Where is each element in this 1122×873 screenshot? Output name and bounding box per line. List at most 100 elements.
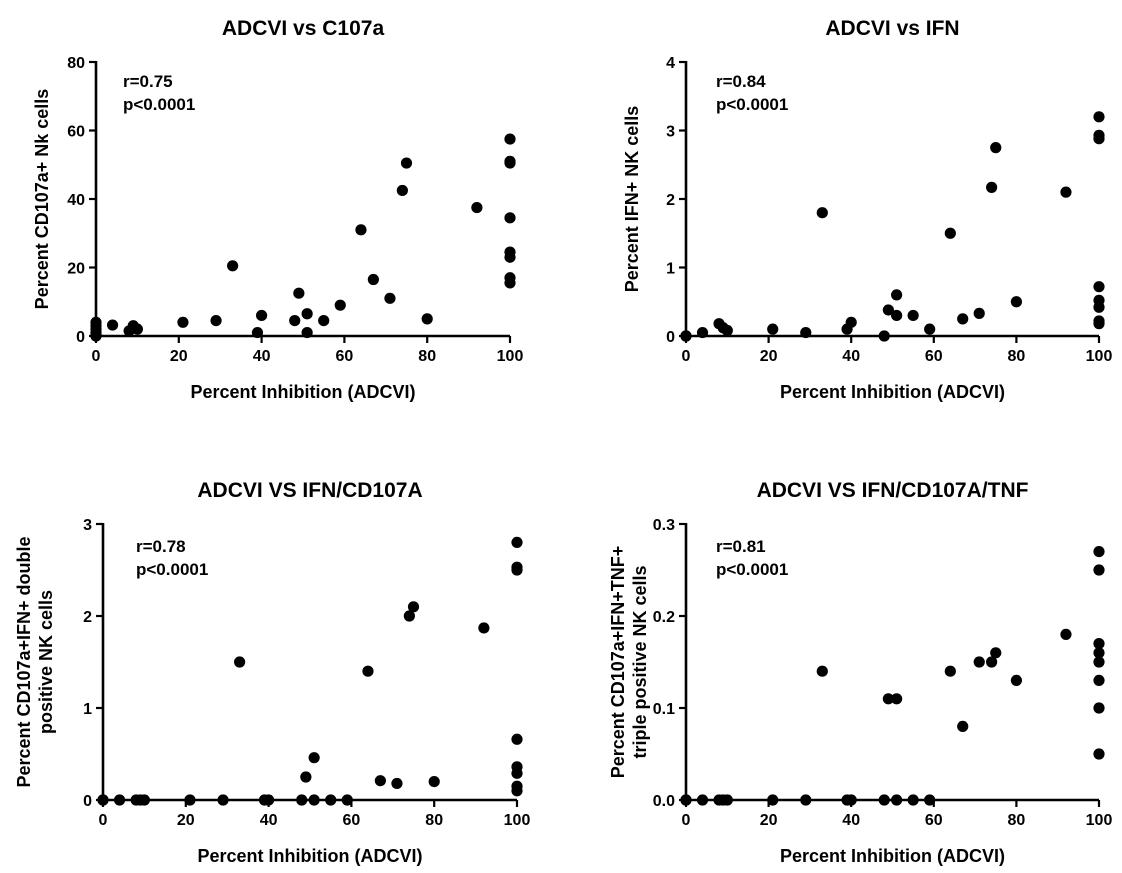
data-point xyxy=(878,330,890,342)
x-tick-label: 40 xyxy=(260,812,278,829)
data-point xyxy=(384,292,396,304)
data-point xyxy=(421,313,433,325)
x-tick-label: 100 xyxy=(497,348,524,365)
data-point xyxy=(511,564,523,576)
data-point xyxy=(924,794,936,806)
data-point xyxy=(1093,638,1105,650)
data-point xyxy=(944,665,956,677)
data-point xyxy=(113,794,126,806)
data-point xyxy=(1060,186,1072,198)
data-point xyxy=(504,251,516,263)
data-point xyxy=(504,212,516,224)
data-point xyxy=(374,775,386,787)
y-tick-label: 2 xyxy=(666,192,675,209)
data-point xyxy=(407,601,420,613)
data-point xyxy=(504,277,516,289)
correlation-r-label: r=0.78 xyxy=(136,537,186,556)
x-tick-label: 20 xyxy=(760,812,778,829)
x-axis-label: Percent Inhibition (ADCVI) xyxy=(198,846,423,866)
x-tick-label: 100 xyxy=(504,812,531,829)
data-point xyxy=(428,776,440,788)
y-tick-label: 1 xyxy=(666,261,675,278)
data-point xyxy=(217,794,229,806)
p-value-label: p<0.0001 xyxy=(123,95,195,114)
data-point xyxy=(891,693,903,705)
data-point xyxy=(767,323,779,335)
x-tick-label: 60 xyxy=(343,812,361,829)
data-point xyxy=(816,207,828,219)
chart-panel-ifn: ADCVI vs IFN 0 20 40 60 80 100 0 1 2 3 4 Percent Inh… xyxy=(622,17,1112,402)
data-point xyxy=(800,326,812,339)
data-point xyxy=(511,733,523,745)
y-tick-label: 3 xyxy=(83,517,92,534)
data-point xyxy=(234,656,246,668)
x-tick-label: 60 xyxy=(925,812,943,829)
data-point xyxy=(504,133,516,145)
data-point xyxy=(308,794,320,806)
data-point xyxy=(1093,546,1105,558)
data-point xyxy=(986,656,998,668)
data-point xyxy=(800,794,812,806)
chart-title: ADCVI VS IFN/CD107A/TNF xyxy=(757,479,1029,502)
data-point xyxy=(1093,564,1105,576)
x-tick-label: 100 xyxy=(1086,812,1113,829)
data-point xyxy=(1060,628,1072,641)
data-point xyxy=(845,316,857,328)
chart-panel-ifn-cd107a-tnf: ADCVI VS IFN/CD107A/TNF 0 20 40 60 80 100 0.0 0.… xyxy=(608,479,1112,866)
data-point xyxy=(97,794,109,806)
data-point xyxy=(816,665,828,677)
x-tick-label: 0 xyxy=(92,348,101,365)
data-point xyxy=(177,316,189,328)
data-point xyxy=(1093,647,1105,659)
data-point xyxy=(301,326,313,339)
data-point xyxy=(882,304,894,316)
data-point xyxy=(924,323,936,335)
y-tick-label: 60 xyxy=(67,124,85,141)
data-point xyxy=(1093,281,1105,293)
data-point xyxy=(957,313,969,325)
data-point xyxy=(680,330,692,342)
y-axis-label-line: Percent CD107a+IFN+ double xyxy=(14,536,34,787)
correlation-r-label: r=0.84 xyxy=(716,72,766,91)
data-point xyxy=(891,309,903,322)
x-tick-label: 60 xyxy=(925,348,943,365)
chart-title: ADCVI VS IFN/CD107A xyxy=(197,479,422,502)
chart-panel-ifn-cd107a: ADCVI VS IFN/CD107A 0 20 40 60 80 100 0 1 2 3 Perce… xyxy=(14,479,530,866)
data-point xyxy=(511,785,523,797)
data-point xyxy=(256,309,268,322)
y-axis-label-line: Percent IFN+ NK cells xyxy=(622,106,642,293)
p-value-label: p<0.0001 xyxy=(716,95,788,114)
data-point xyxy=(400,157,413,169)
data-point xyxy=(367,273,379,286)
data-point xyxy=(680,794,692,806)
correlation-r-label: r=0.75 xyxy=(123,72,173,91)
data-point xyxy=(973,307,985,319)
y-tick-label: 0 xyxy=(666,329,675,346)
y-tick-label: 3 xyxy=(666,124,675,141)
data-point xyxy=(1093,301,1105,313)
data-point xyxy=(891,289,903,301)
data-point xyxy=(293,287,305,299)
data-point xyxy=(334,299,346,311)
data-point xyxy=(391,777,403,790)
data-point xyxy=(263,794,275,806)
data-point xyxy=(318,314,330,327)
x-tick-label: 100 xyxy=(1086,348,1113,365)
data-point xyxy=(131,323,143,335)
data-point xyxy=(845,794,857,806)
data-point xyxy=(403,610,415,622)
data-point xyxy=(362,665,374,677)
data-point xyxy=(878,794,890,806)
x-tick-label: 80 xyxy=(425,812,443,829)
chart-title: ADCVI vs IFN xyxy=(825,17,959,40)
data-point xyxy=(990,647,1002,659)
y-axis-label: Percent CD107a+IFN+ double positive NK ce… xyxy=(14,536,56,787)
x-tick-label: 0 xyxy=(99,812,108,829)
x-tick-label: 40 xyxy=(842,812,860,829)
data-point xyxy=(882,693,894,705)
y-axis-label-line: positive NK cells xyxy=(36,590,56,734)
y-axis-label-line: Percent CD107a+IFN+TNF+ xyxy=(608,546,628,779)
x-tick-label: 20 xyxy=(760,348,778,365)
